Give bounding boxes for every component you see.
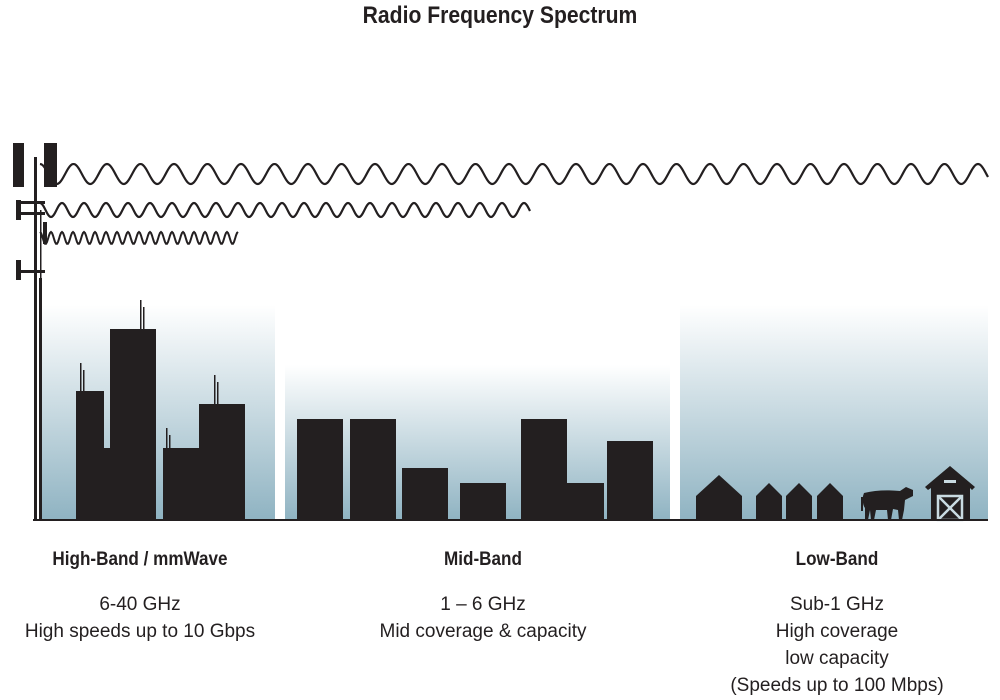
skyscraper-icon (110, 329, 156, 520)
ground-line (33, 519, 988, 521)
mid-band-wave (39, 201, 531, 219)
high-band-wave (39, 230, 239, 245)
band-description: High speeds up to 10 Gbps (24, 621, 256, 642)
skyscraper-icon (76, 391, 104, 520)
band-description: Mid coverage & capacity (379, 621, 587, 642)
band-name: Low-Band (795, 549, 879, 570)
page-title: Radio Frequency Spectrum (362, 2, 638, 29)
band-frequency: Sub-1 GHz (790, 594, 884, 615)
high-band-label: High-Band / mmWave 6-40 GHz High speeds … (0, 549, 300, 645)
band-description: High coverage (775, 621, 899, 642)
low-band-wave (39, 162, 989, 186)
band-frequency: 6-40 GHz (99, 594, 181, 615)
house-icon (696, 475, 742, 520)
low-band-label: Low-Band Sub-1 GHz High coverage low cap… (677, 549, 997, 699)
office-building-icon (402, 468, 448, 520)
house-icon (756, 483, 782, 520)
rural-scene (696, 466, 975, 522)
band-name: Mid-Band (444, 549, 522, 570)
office-building-icon (567, 483, 604, 520)
office-building-icon (350, 419, 396, 520)
house-icon (786, 483, 812, 520)
office-building-icon (521, 419, 567, 520)
office-building-icon (297, 419, 343, 520)
office-building-icon (460, 483, 506, 520)
band-name: High-Band / mmWave (52, 549, 228, 570)
barn-icon (925, 466, 975, 522)
band-speed: (Speeds up to 100 Mbps) (730, 675, 944, 696)
office-building-icon (607, 441, 653, 520)
city-skyline (76, 300, 245, 520)
suburb-buildings (297, 419, 653, 520)
skyscraper-icon (163, 448, 200, 520)
skyscraper-icon (199, 404, 245, 520)
house-icon (817, 483, 843, 520)
mid-band-label: Mid-Band 1 – 6 GHz Mid coverage & capaci… (323, 549, 643, 645)
cow-icon (861, 487, 913, 520)
band-description: low capacity (785, 648, 889, 669)
band-frequency: 1 – 6 GHz (440, 594, 526, 615)
cell-tower-icon (13, 143, 57, 521)
